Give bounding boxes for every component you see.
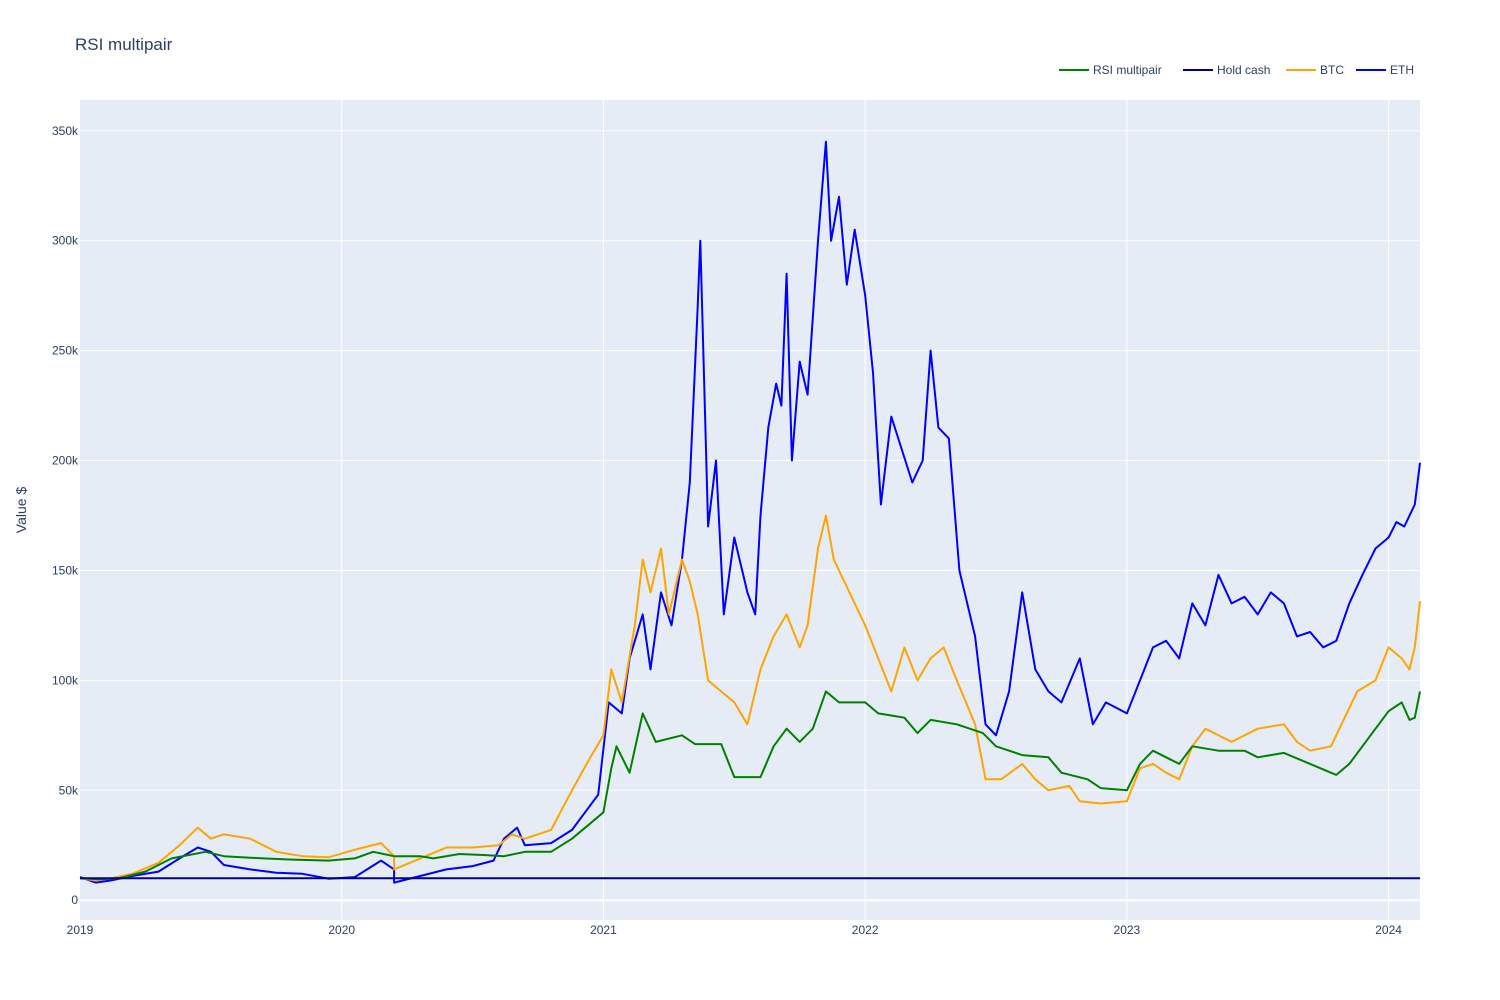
y-tick-label: 0 bbox=[71, 893, 78, 907]
plot-area bbox=[80, 100, 1420, 920]
x-tick-label: 2021 bbox=[590, 923, 617, 937]
x-tick-label: 2022 bbox=[852, 923, 879, 937]
y-tick-label: 50k bbox=[59, 783, 79, 797]
series-line-rsi-multipair bbox=[79, 690, 1421, 881]
legend-label: RSI multipair bbox=[1093, 63, 1162, 77]
legend-label: Hold cash bbox=[1217, 63, 1270, 77]
y-tick-label: 200k bbox=[52, 454, 79, 468]
y-tick-label: 150k bbox=[52, 563, 79, 577]
chart-title: RSI multipair bbox=[75, 35, 173, 54]
y-tick-label: 300k bbox=[52, 234, 79, 248]
y-axis-title: Value $ bbox=[13, 487, 29, 534]
legend-item-eth[interactable]: ETH bbox=[1356, 63, 1414, 77]
y-tick-label: 250k bbox=[52, 344, 79, 358]
axis-ticks: 2019 2020 2021 2022 2023 2024 0 50k 100k 150k 200k… bbox=[52, 124, 1402, 937]
x-tick-label: 2024 bbox=[1375, 923, 1402, 937]
legend-label: BTC bbox=[1320, 63, 1344, 77]
legend-label: ETH bbox=[1390, 63, 1414, 77]
legend-item-rsi-multipair[interactable]: RSI multipair bbox=[1059, 63, 1162, 77]
y-tick-label: 100k bbox=[52, 673, 79, 687]
series-line-btc bbox=[79, 514, 1421, 882]
x-tick-label: 2020 bbox=[328, 923, 355, 937]
x-tick-label: 2019 bbox=[67, 923, 94, 937]
legend-item-btc[interactable]: BTC bbox=[1286, 63, 1344, 77]
y-tick-label: 350k bbox=[52, 124, 79, 138]
legend-item-hold-cash[interactable]: Hold cash bbox=[1183, 63, 1270, 77]
grid-lines bbox=[80, 100, 1420, 920]
series-line-eth bbox=[79, 140, 1421, 884]
x-tick-label: 2023 bbox=[1114, 923, 1141, 937]
legend[interactable]: RSI multipair Hold cash BTC ETH bbox=[1059, 63, 1414, 77]
series-lines bbox=[79, 140, 1421, 884]
